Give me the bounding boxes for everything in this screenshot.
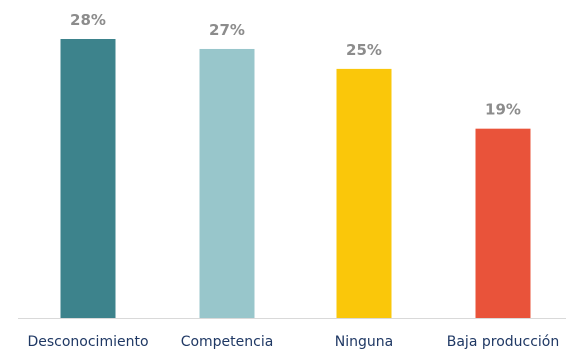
category-label-2: Ninguna bbox=[335, 334, 393, 350]
category-label-0: Desconocimiento bbox=[27, 334, 148, 350]
bar-0 bbox=[60, 39, 116, 318]
category-label-3: Baja producción bbox=[447, 334, 560, 350]
category-label-1: Competencia bbox=[181, 334, 274, 350]
bar-2 bbox=[336, 68, 392, 319]
bar-3 bbox=[475, 128, 531, 318]
data-label-2: 25% bbox=[346, 41, 382, 59]
data-labels-group: 28% 27% 25% 19% bbox=[70, 11, 521, 119]
bars-group bbox=[60, 39, 531, 319]
data-label-3: 19% bbox=[485, 101, 521, 119]
data-label-0: 28% bbox=[70, 11, 106, 29]
data-label-1: 27% bbox=[209, 21, 245, 39]
category-ticks-group: Desconocimiento Competencia Ninguna Baja pr… bbox=[27, 334, 559, 350]
bar-1 bbox=[199, 48, 255, 318]
